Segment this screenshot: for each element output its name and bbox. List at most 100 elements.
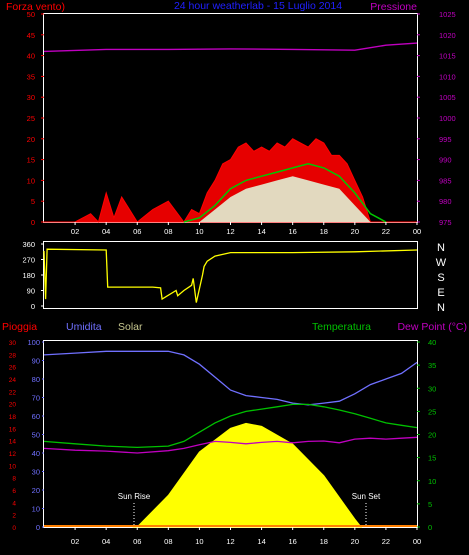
temperature-tick-label: 25 [428, 407, 436, 416]
humidity-axis-title: Umidita [66, 321, 102, 333]
x-tick-label: 16 [288, 227, 296, 236]
temperature-tick-label: 10 [428, 477, 436, 486]
compass-label: N [437, 242, 445, 254]
humidity-tick-label: 30 [32, 468, 40, 477]
y2-tick-label: 1020 [439, 31, 456, 40]
x-tick-label: 16 [288, 537, 296, 546]
solar-area [132, 422, 363, 528]
humidity-tick-label: 80 [32, 375, 40, 384]
sunrise-label: Sun Rise [118, 492, 151, 501]
rain-tick-label: 6 [12, 488, 16, 495]
y-tick-label: 30 [27, 93, 35, 102]
dewpoint-line [43, 436, 418, 454]
y-tick-label: 10 [27, 176, 35, 185]
x-tick-label: 18 [320, 227, 328, 236]
x-tick-label: 02 [71, 227, 79, 236]
dewpoint-axis-title: Dew Point (°C) [397, 321, 467, 333]
rain-tick-label: 14 [9, 439, 17, 446]
y2-tick-label: 980 [439, 197, 452, 206]
x-tick-label: 22 [382, 537, 390, 546]
wind-direction-line [43, 248, 418, 303]
wind-speed-area [183, 176, 371, 222]
y-tick-label: 40 [27, 52, 35, 61]
humidity-tick-label: 20 [32, 486, 40, 495]
y-tick-label: 0 [31, 218, 35, 227]
humidity-tick-label: 100 [27, 338, 40, 347]
humidity-line [43, 350, 418, 406]
compass-label: N [437, 302, 445, 314]
y-tick-label: 50 [27, 10, 35, 19]
x-tick-label: 14 [257, 537, 265, 546]
rain-tick-label: 20 [9, 402, 17, 409]
temperature-line [43, 403, 418, 449]
x-tick-label: 22 [382, 227, 390, 236]
x-tick-label: 06 [133, 537, 141, 546]
temperature-tick-label: 5 [428, 500, 432, 509]
rain-tick-label: 18 [9, 414, 17, 421]
temperature-tick-label: 40 [428, 338, 436, 347]
y-tick-label: 45 [27, 31, 35, 40]
compass-label: W [436, 257, 447, 269]
temperature-tick-label: 15 [428, 454, 436, 463]
y-tick-label: 5 [31, 197, 35, 206]
rain-tick-label: 0 [12, 525, 16, 532]
y2-tick-label: 985 [439, 176, 452, 185]
rain-tick-label: 26 [9, 365, 17, 372]
x-tick-label: 04 [102, 227, 110, 236]
humidity-tick-label: 0 [36, 523, 40, 532]
y2-tick-label: 990 [439, 156, 452, 165]
direction-tick-label: 360 [22, 240, 35, 249]
x-tick-label: 04 [102, 537, 110, 546]
x-tick-label: 20 [351, 227, 359, 236]
y-tick-label: 25 [27, 114, 35, 123]
chart-title: 24 hour weatherlab - 15 Luglio 2014 [174, 0, 342, 12]
temperature-axis-title: Temperatura [312, 321, 371, 333]
x-tick-label: 20 [351, 537, 359, 546]
x-tick-label: 00 [413, 537, 421, 546]
rain-tick-label: 24 [9, 377, 17, 384]
y2-tick-label: 1025 [439, 10, 456, 19]
sunset-label: Sun Set [352, 492, 381, 501]
humidity-tick-label: 40 [32, 449, 40, 458]
temperature-tick-label: 0 [428, 523, 432, 532]
x-tick-label: 08 [164, 227, 172, 236]
pressure-axis-title: Pressione [370, 1, 417, 13]
direction-tick-label: 270 [22, 256, 35, 265]
x-tick-label: 02 [71, 537, 79, 546]
y-tick-label: 35 [27, 72, 35, 81]
y2-tick-label: 1010 [439, 72, 456, 81]
y-tick-label: 20 [27, 135, 35, 144]
humidity-tick-label: 50 [32, 431, 40, 440]
pressure-line [43, 42, 418, 53]
rain-tick-label: 8 [12, 476, 16, 483]
wind-avg-line [183, 163, 387, 223]
humidity-tick-label: 60 [32, 412, 40, 421]
rain-tick-label: 12 [9, 451, 17, 458]
compass-label: S [437, 272, 444, 284]
x-tick-label: 12 [226, 227, 234, 236]
rain-tick-label: 2 [12, 513, 16, 520]
rain-tick-label: 30 [9, 340, 17, 347]
x-tick-label: 10 [195, 537, 203, 546]
direction-tick-label: 180 [22, 271, 35, 280]
y2-tick-label: 995 [439, 135, 452, 144]
direction-tick-label: 90 [27, 287, 35, 296]
rain-tick-label: 16 [9, 426, 17, 433]
temperature-tick-label: 20 [428, 431, 436, 440]
y2-tick-label: 1015 [439, 52, 456, 61]
x-tick-label: 10 [195, 227, 203, 236]
rain-tick-label: 28 [9, 352, 17, 359]
wind-axis-title: Forza vento) [6, 1, 65, 13]
compass-label: E [437, 287, 444, 299]
rain-tick-label: 10 [9, 463, 17, 470]
x-tick-label: 00 [413, 227, 421, 236]
rain-tick-label: 22 [9, 389, 17, 396]
x-tick-label: 18 [320, 537, 328, 546]
rain-axis-title: Pioggia [2, 321, 37, 333]
x-tick-label: 06 [133, 227, 141, 236]
humidity-tick-label: 10 [32, 505, 40, 514]
rain-tick-label: 4 [12, 500, 16, 507]
y-tick-label: 15 [27, 156, 35, 165]
humidity-tick-label: 70 [32, 394, 40, 403]
